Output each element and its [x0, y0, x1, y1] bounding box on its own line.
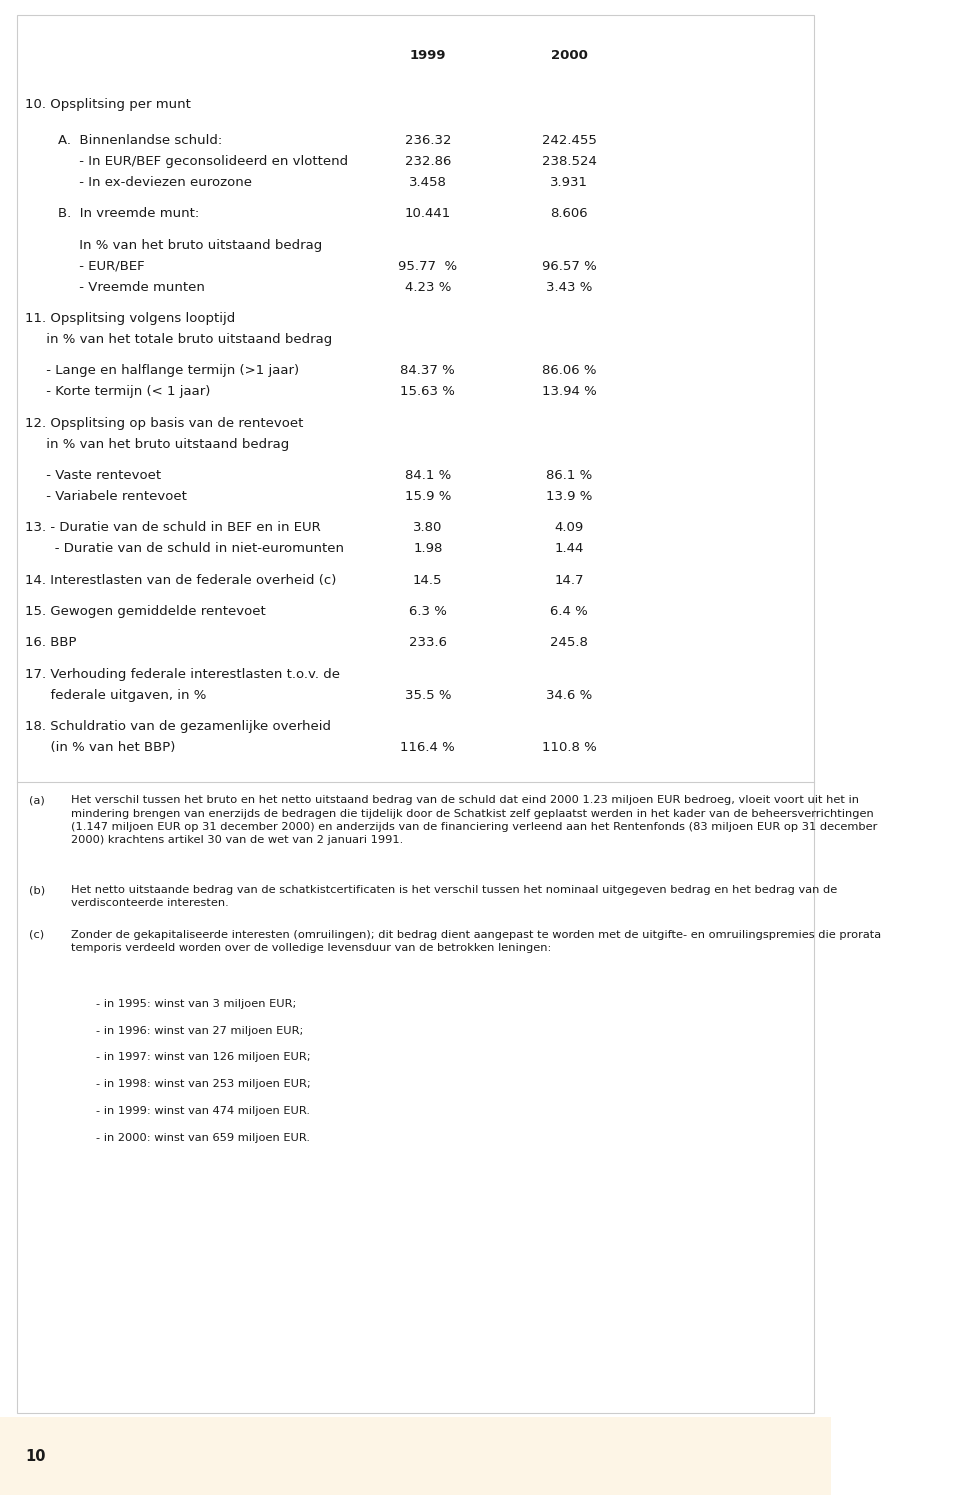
Text: in % van het bruto uitstaand bedrag: in % van het bruto uitstaand bedrag [25, 438, 289, 450]
Text: - Variabele rentevoet: - Variabele rentevoet [25, 490, 187, 502]
Text: 14. Interestlasten van de federale overheid (c): 14. Interestlasten van de federale overh… [25, 574, 336, 586]
Text: 15.63 %: 15.63 % [400, 386, 455, 398]
Text: 86.06 %: 86.06 % [541, 365, 596, 377]
Text: Het netto uitstaande bedrag van de schatkistcertificaten is het verschil tussen : Het netto uitstaande bedrag van de schat… [71, 885, 837, 909]
Text: 232.86: 232.86 [404, 155, 451, 167]
Text: - in 1995: winst van 3 miljoen EUR;: - in 1995: winst van 3 miljoen EUR; [96, 999, 296, 1009]
Text: in % van het totale bruto uitstaand bedrag: in % van het totale bruto uitstaand bedr… [25, 333, 332, 345]
Text: 245.8: 245.8 [550, 637, 588, 649]
Text: Zonder de gekapitaliseerde interesten (omruilingen); dit bedrag dient aangepast : Zonder de gekapitaliseerde interesten (o… [71, 930, 880, 954]
Text: 10.441: 10.441 [405, 208, 451, 220]
Text: 2000: 2000 [550, 49, 588, 61]
Text: 3.931: 3.931 [550, 176, 588, 188]
Text: B.  In vreemde munt:: B. In vreemde munt: [59, 208, 200, 220]
Text: 10. Opsplitsing per munt: 10. Opsplitsing per munt [25, 99, 191, 111]
Text: 3.80: 3.80 [413, 522, 443, 534]
Text: 110.8 %: 110.8 % [541, 742, 596, 753]
Text: A.  Binnenlandse schuld:: A. Binnenlandse schuld: [59, 135, 223, 147]
Text: 4.23 %: 4.23 % [404, 281, 451, 293]
Text: - Vreemde munten: - Vreemde munten [59, 281, 205, 293]
Text: 3.458: 3.458 [409, 176, 446, 188]
Text: In % van het bruto uitstaand bedrag: In % van het bruto uitstaand bedrag [59, 239, 323, 251]
Text: - Korte termijn (< 1 jaar): - Korte termijn (< 1 jaar) [25, 386, 210, 398]
Text: 14.7: 14.7 [554, 574, 584, 586]
Text: 13.9 %: 13.9 % [546, 490, 592, 502]
Text: 13.94 %: 13.94 % [541, 386, 596, 398]
Text: - in 1998: winst van 253 miljoen EUR;: - in 1998: winst van 253 miljoen EUR; [96, 1079, 310, 1090]
Text: 95.77  %: 95.77 % [398, 260, 457, 272]
Text: (c): (c) [29, 930, 44, 940]
Text: 6.3 %: 6.3 % [409, 605, 446, 617]
Text: - Lange en halflange termijn (>1 jaar): - Lange en halflange termijn (>1 jaar) [25, 365, 300, 377]
Text: - in 2000: winst van 659 miljoen EUR.: - in 2000: winst van 659 miljoen EUR. [96, 1133, 309, 1144]
Text: - In EUR/BEF geconsolideerd en vlottend: - In EUR/BEF geconsolideerd en vlottend [59, 155, 348, 167]
Text: - in 1999: winst van 474 miljoen EUR.: - in 1999: winst van 474 miljoen EUR. [96, 1106, 309, 1117]
Text: 17. Verhouding federale interestlasten t.o.v. de: 17. Verhouding federale interestlasten t… [25, 668, 340, 680]
Text: 238.524: 238.524 [541, 155, 596, 167]
Text: 12. Opsplitsing op basis van de rentevoet: 12. Opsplitsing op basis van de rentevoe… [25, 417, 303, 429]
Text: Het verschil tussen het bruto en het netto uitstaand bedrag van de schuld dat ei: Het verschil tussen het bruto en het net… [71, 795, 877, 845]
Text: - in 1997: winst van 126 miljoen EUR;: - in 1997: winst van 126 miljoen EUR; [96, 1052, 310, 1063]
Text: - EUR/BEF: - EUR/BEF [59, 260, 145, 272]
Text: 16. BBP: 16. BBP [25, 637, 77, 649]
FancyBboxPatch shape [0, 1417, 830, 1495]
Text: 84.37 %: 84.37 % [400, 365, 455, 377]
Text: (b): (b) [29, 885, 45, 896]
Text: 242.455: 242.455 [541, 135, 596, 147]
Text: 10: 10 [25, 1449, 45, 1464]
Text: 1.44: 1.44 [554, 543, 584, 555]
Text: 8.606: 8.606 [550, 208, 588, 220]
Text: - Vaste rentevoet: - Vaste rentevoet [25, 469, 161, 481]
Text: 13. - Duratie van de schuld in BEF en in EUR: 13. - Duratie van de schuld in BEF en in… [25, 522, 321, 534]
Text: 96.57 %: 96.57 % [541, 260, 596, 272]
Text: 11. Opsplitsing volgens looptijd: 11. Opsplitsing volgens looptijd [25, 312, 235, 324]
Text: 1.98: 1.98 [413, 543, 443, 555]
Text: 15.9 %: 15.9 % [404, 490, 451, 502]
Text: 236.32: 236.32 [404, 135, 451, 147]
Text: 18. Schuldratio van de gezamenlijke overheid: 18. Schuldratio van de gezamenlijke over… [25, 721, 331, 733]
Text: - Duratie van de schuld in niet-euromunten: - Duratie van de schuld in niet-euromunt… [25, 543, 344, 555]
FancyBboxPatch shape [16, 15, 814, 1413]
Text: 14.5: 14.5 [413, 574, 443, 586]
Text: 34.6 %: 34.6 % [546, 689, 592, 701]
Text: (a): (a) [29, 795, 45, 806]
Text: 15. Gewogen gemiddelde rentevoet: 15. Gewogen gemiddelde rentevoet [25, 605, 266, 617]
Text: - in 1996: winst van 27 miljoen EUR;: - in 1996: winst van 27 miljoen EUR; [96, 1026, 303, 1036]
Text: 4.09: 4.09 [554, 522, 584, 534]
Text: 116.4 %: 116.4 % [400, 742, 455, 753]
Text: 6.4 %: 6.4 % [550, 605, 588, 617]
Text: 84.1 %: 84.1 % [405, 469, 451, 481]
Text: 35.5 %: 35.5 % [404, 689, 451, 701]
Text: 1999: 1999 [410, 49, 446, 61]
Text: (in % van het BBP): (in % van het BBP) [25, 742, 176, 753]
Text: - In ex-deviezen eurozone: - In ex-deviezen eurozone [59, 176, 252, 188]
Text: 233.6: 233.6 [409, 637, 446, 649]
Text: 3.43 %: 3.43 % [546, 281, 592, 293]
Text: federale uitgaven, in %: federale uitgaven, in % [25, 689, 206, 701]
Text: 86.1 %: 86.1 % [546, 469, 592, 481]
